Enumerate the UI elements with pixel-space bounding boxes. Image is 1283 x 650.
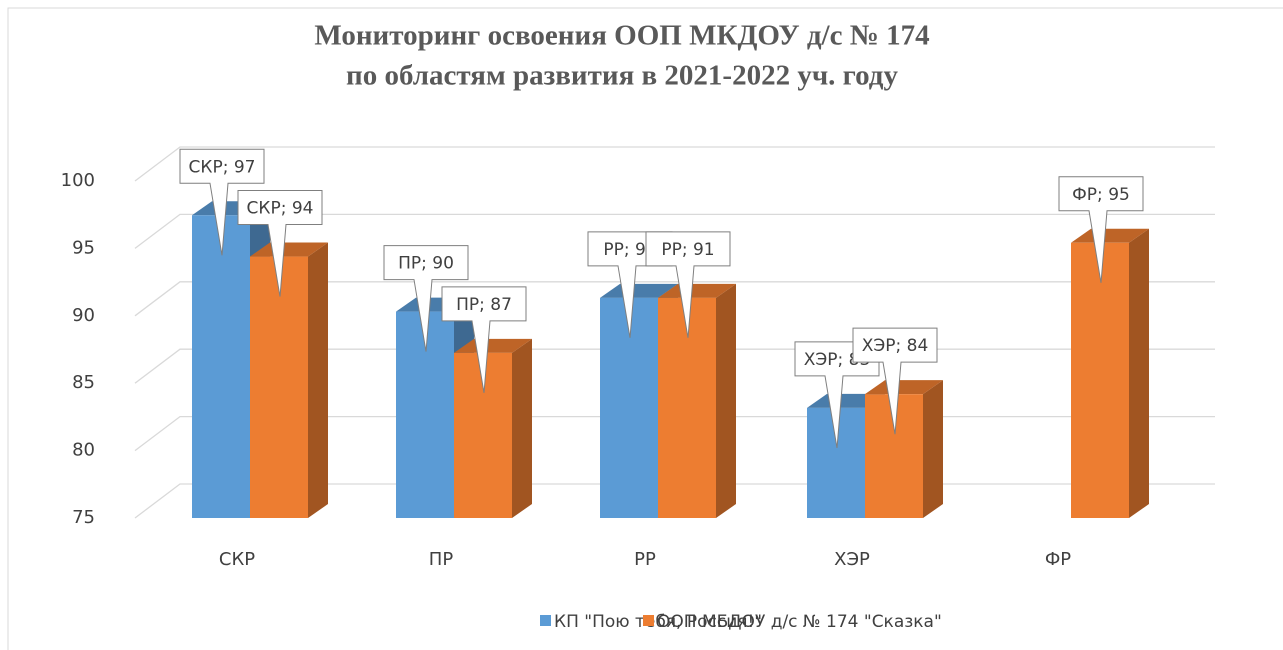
bar-side [923, 380, 943, 518]
bar-side [512, 338, 532, 518]
data-label: СКР; 97 [189, 157, 256, 177]
data-label: СКР; 94 [247, 199, 314, 219]
callout [852, 327, 938, 435]
y-tick-label: 85 [72, 372, 95, 393]
data-label: РР; 91 [603, 240, 656, 260]
bar [454, 338, 532, 518]
grid-line [134, 281, 1215, 317]
bar [1071, 228, 1149, 519]
bar-top [250, 242, 328, 257]
bar [865, 380, 943, 518]
legend-swatch [540, 615, 551, 626]
data-label: ХЭР; 84 [862, 336, 929, 356]
bar-side [308, 242, 328, 518]
bar-front [192, 215, 250, 518]
chart-title: по областям развития в 2021-2022 уч. год… [346, 60, 898, 92]
grid-line [134, 146, 1215, 182]
bar-front [1071, 242, 1129, 519]
bar-top [600, 283, 678, 298]
chart-title: Мониторинг освоения ООП МКДОУ д/с № 174 [314, 20, 929, 52]
legend-swatch [643, 615, 654, 626]
data-label: ПР; 90 [398, 254, 454, 274]
y-tick-label: 90 [72, 305, 95, 326]
grid-line [134, 213, 1215, 249]
data-label: РР; 91 [661, 240, 714, 260]
x-tick-label: СКР [219, 549, 255, 570]
legend-label: КП "Пою тебя, Россия!" [554, 612, 762, 632]
bar-front [250, 256, 308, 518]
data-label: ПР; 87 [456, 295, 512, 315]
callout [237, 190, 323, 297]
bar-top [865, 380, 943, 395]
bar-side [1129, 228, 1149, 519]
bar-top [454, 338, 532, 353]
bar [250, 242, 328, 518]
callout [383, 245, 469, 352]
x-tick-label: ПР [429, 549, 454, 570]
y-tick-label: 80 [72, 440, 95, 461]
x-tick-label: ХЭР [834, 549, 870, 570]
data-label: ФР; 95 [1072, 185, 1130, 205]
y-tick-label: 100 [61, 170, 95, 191]
x-tick-label: РР [634, 549, 656, 570]
callout [179, 148, 265, 256]
bar [658, 283, 736, 518]
callout [441, 286, 527, 393]
bar-top [658, 283, 736, 298]
x-tick-label: ФР [1045, 549, 1071, 570]
legend-label: ООП МБДОУ д/с № 174 "Сказка" [657, 612, 942, 632]
y-tick-label: 95 [72, 237, 95, 258]
y-tick-label: 75 [72, 507, 95, 528]
callout [645, 231, 731, 338]
bar-top [1071, 228, 1149, 243]
callout [1058, 176, 1144, 283]
bar-side [716, 283, 736, 518]
